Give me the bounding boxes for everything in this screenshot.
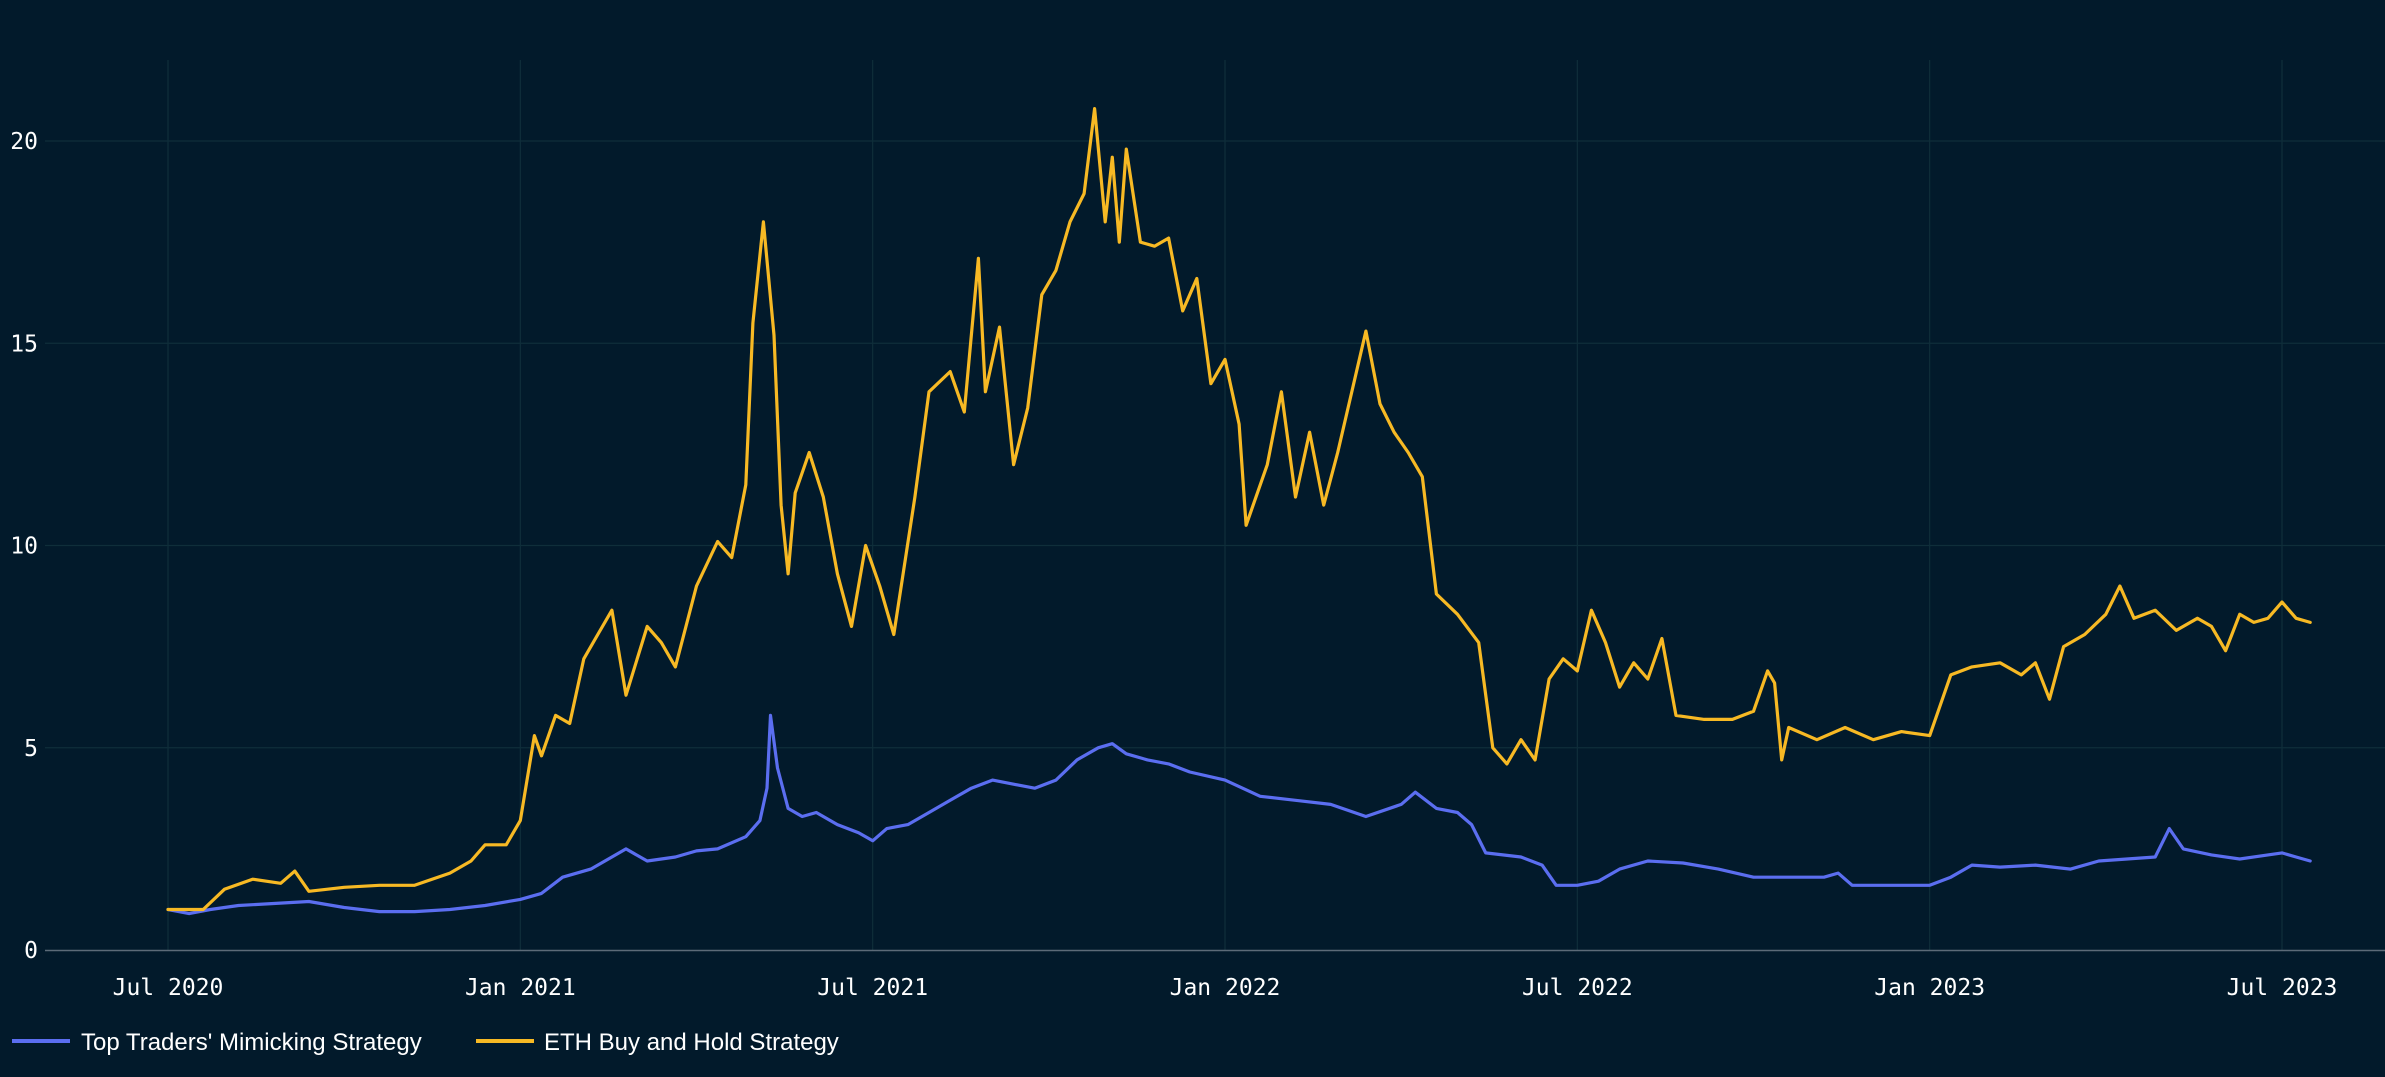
x-tick-label: Jul 2021: [817, 975, 928, 1001]
series-line-eth-buy-hold: [166, 106, 2312, 912]
x-axis-ticks: Jul 2020 Jan 2021 Jul 2021 Jan 2022 Jul 2022…: [113, 975, 2338, 1001]
y-tick-label: 20: [10, 129, 38, 155]
y-tick-label: 10: [10, 534, 38, 560]
legend-item-top-traders[interactable]: Top Traders' Mimicking Strategy: [12, 1029, 422, 1056]
y-tick-label: 15: [10, 331, 38, 357]
y-tick-label: 5: [24, 736, 38, 762]
x-tick-label: Jul 2020: [113, 975, 224, 1001]
x-tick-label: Jan 2022: [1170, 975, 1281, 1001]
gridlines: [45, 60, 2385, 950]
x-tick-label: Jul 2022: [1522, 975, 1633, 1001]
legend-label: Top Traders' Mimicking Strategy: [81, 1029, 422, 1056]
series-lines: [166, 106, 2312, 916]
y-axis-ticks: 0 5 10 15 20: [10, 129, 38, 964]
legend-label: ETH Buy and Hold Strategy: [544, 1029, 839, 1056]
x-tick-label: Jan 2023: [1874, 975, 1985, 1001]
legend[interactable]: Top Traders' Mimicking Strategy ETH Buy a…: [12, 1029, 839, 1056]
x-tick-label: Jan 2021: [465, 975, 576, 1001]
x-tick-label: Jul 2023: [2227, 975, 2338, 1001]
y-tick-label: 0: [24, 938, 38, 964]
series-line-top-traders: [166, 713, 2312, 916]
legend-item-eth-buy-hold[interactable]: ETH Buy and Hold Strategy: [476, 1029, 839, 1056]
